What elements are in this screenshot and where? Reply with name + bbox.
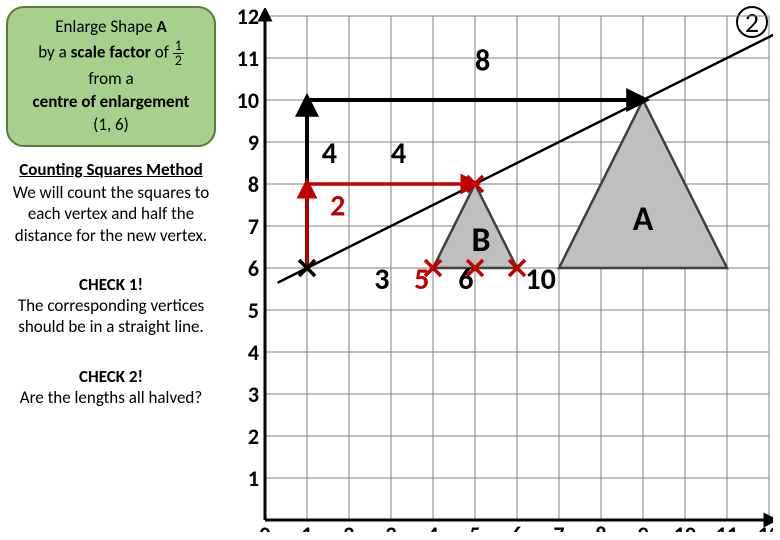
check1-title: CHECK 1! <box>6 274 216 295</box>
svg-text:4: 4 <box>391 135 406 172</box>
svg-text:6: 6 <box>458 261 473 298</box>
svg-text:4: 4 <box>322 135 337 172</box>
check1-block: CHECK 1! The corresponding vertices shou… <box>6 274 216 338</box>
text: by a <box>38 42 70 63</box>
svg-text:5: 5 <box>469 521 480 532</box>
svg-text:10: 10 <box>525 261 555 298</box>
svg-text:8: 8 <box>595 521 606 532</box>
denominator: 2 <box>173 54 184 68</box>
svg-text:11: 11 <box>716 521 738 532</box>
svg-text:B: B <box>471 220 490 261</box>
svg-text:2: 2 <box>248 423 259 450</box>
svg-text:9: 9 <box>637 521 648 532</box>
svg-text:12: 12 <box>758 521 773 532</box>
svg-text:9: 9 <box>248 129 259 156</box>
svg-text:3: 3 <box>385 521 396 532</box>
left-column: Enlarge Shape A by a scale factor of 12 … <box>6 6 216 408</box>
svg-text:10: 10 <box>674 521 696 532</box>
svg-text:12: 12 <box>237 8 259 30</box>
check2-title: CHECK 2! <box>6 366 216 387</box>
text: Enlarge Shape <box>55 16 156 37</box>
fraction: 12 <box>173 39 184 68</box>
instruction-line-5: (1, 6) <box>14 114 208 137</box>
svg-text:A: A <box>633 199 654 240</box>
instruction-line-1: Enlarge Shape A <box>14 16 208 39</box>
instruction-box: Enlarge Shape A by a scale factor of 12 … <box>6 6 216 147</box>
svg-text:3: 3 <box>248 381 259 408</box>
svg-text:1: 1 <box>301 521 312 532</box>
svg-text:7: 7 <box>553 521 564 532</box>
text-bold: scale factor <box>71 42 151 63</box>
method-title: Counting Squares Method <box>6 159 216 180</box>
check2-body: Are the lengths all halved? <box>20 387 202 408</box>
svg-text:1: 1 <box>248 465 259 492</box>
svg-text:5: 5 <box>248 297 259 324</box>
svg-text:7: 7 <box>248 213 259 240</box>
svg-text:2: 2 <box>343 521 354 532</box>
shape-ref: A <box>156 16 166 37</box>
svg-text:0: 0 <box>259 521 270 532</box>
text-bold: centre of enlargement <box>33 91 190 112</box>
svg-text:3: 3 <box>374 261 389 298</box>
text: of <box>151 42 173 63</box>
instruction-line-2: by a scale factor of 12 <box>14 39 208 68</box>
svg-text:6: 6 <box>248 255 259 282</box>
svg-text:5: 5 <box>414 261 429 298</box>
method-block: Counting Squares Method We will count th… <box>6 159 216 246</box>
check2-block: CHECK 2! Are the lengths all halved? <box>6 366 216 409</box>
svg-text:10: 10 <box>237 87 259 114</box>
svg-text:4: 4 <box>248 339 259 366</box>
check1-body: The corresponding vertices should be in … <box>18 295 204 337</box>
svg-text:8: 8 <box>475 43 490 80</box>
svg-text:6: 6 <box>511 521 522 532</box>
svg-text:4: 4 <box>427 521 438 532</box>
svg-text:11: 11 <box>237 45 259 72</box>
svg-text:8: 8 <box>248 171 259 198</box>
svg-text:2: 2 <box>330 188 345 225</box>
instruction-line-3: from a <box>14 68 208 91</box>
method-body: We will count the squares to each vertex… <box>13 182 210 246</box>
instruction-line-4: centre of enlargement <box>14 91 208 114</box>
coordinate-chart: 1234567891011120123456789101112AB4843610… <box>225 8 773 532</box>
